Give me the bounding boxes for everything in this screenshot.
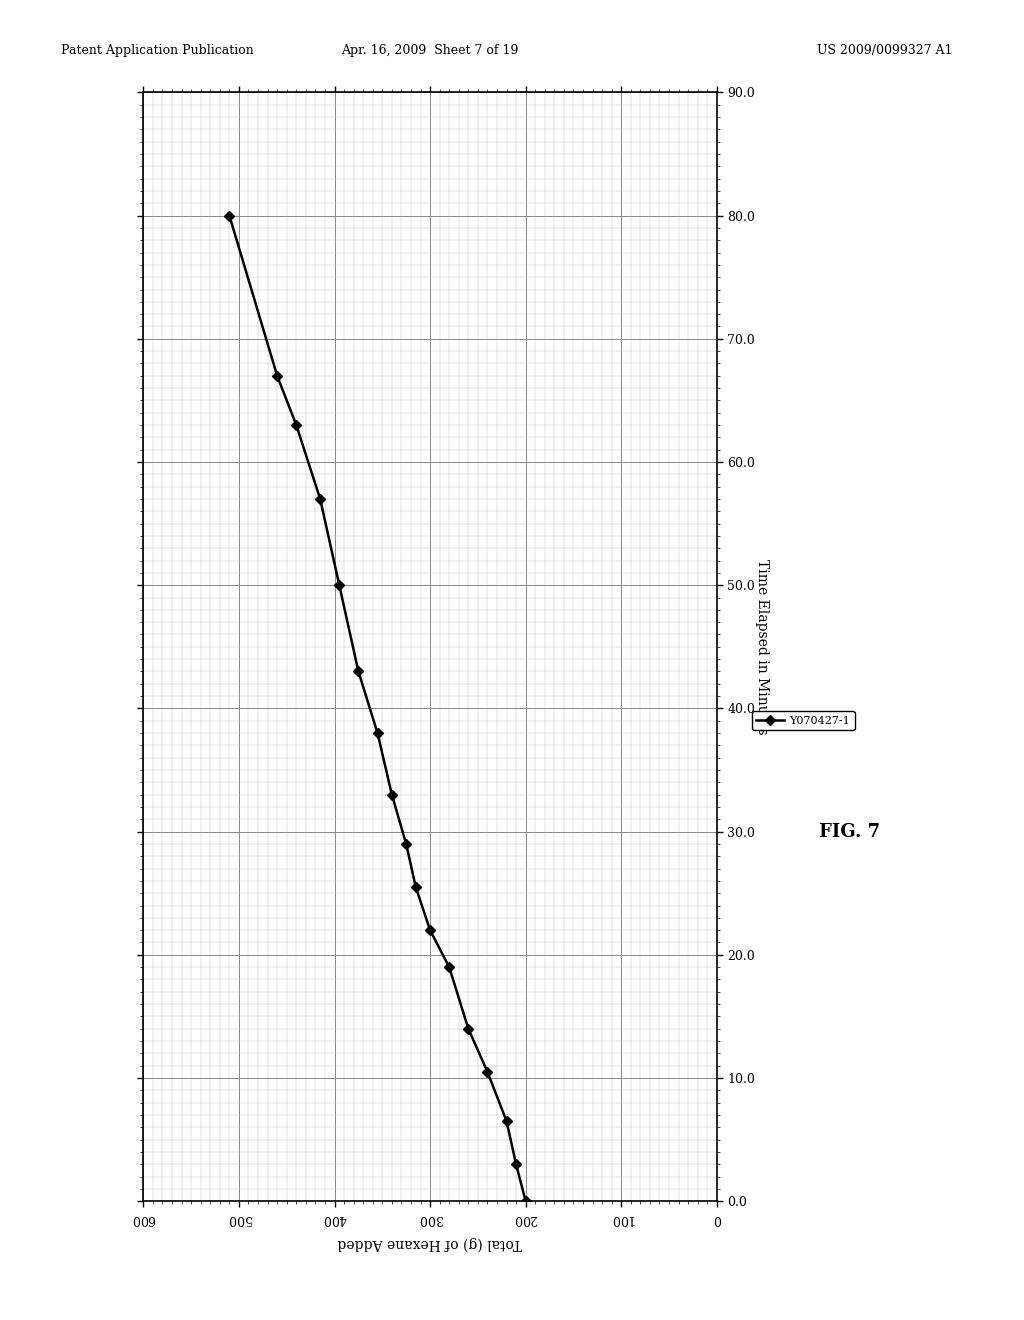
- Line: Y070427-1: Y070427-1: [226, 213, 529, 1205]
- Y070427-1: [223, 207, 236, 223]
- Y070427-1: [519, 1193, 531, 1209]
- Y070427-1: [462, 1020, 474, 1036]
- Text: FIG. 7: FIG. 7: [819, 822, 881, 841]
- Y070427-1: [352, 664, 365, 680]
- Text: US 2009/0099327 A1: US 2009/0099327 A1: [817, 44, 952, 57]
- Y070427-1: [386, 787, 398, 803]
- Y070427-1: [372, 725, 384, 741]
- Y070427-1: [400, 836, 413, 851]
- Y070427-1: [443, 960, 456, 975]
- Y-axis label: Time Elapsed in Minutes: Time Elapsed in Minutes: [755, 558, 769, 735]
- Y070427-1: [410, 879, 422, 895]
- Y070427-1: [510, 1156, 522, 1172]
- X-axis label: Total (g) of Hexane Added: Total (g) of Hexane Added: [338, 1236, 522, 1250]
- Text: Patent Application Publication: Patent Application Publication: [61, 44, 254, 57]
- Y070427-1: [333, 577, 345, 593]
- Y070427-1: [314, 491, 327, 507]
- Y070427-1: [481, 1064, 494, 1080]
- Text: Apr. 16, 2009  Sheet 7 of 19: Apr. 16, 2009 Sheet 7 of 19: [341, 44, 519, 57]
- Y070427-1: [271, 368, 284, 384]
- Y070427-1: [290, 417, 302, 433]
- Y070427-1: [501, 1113, 513, 1129]
- Y070427-1: [424, 923, 436, 939]
- Legend: Y070427-1: Y070427-1: [752, 711, 855, 730]
